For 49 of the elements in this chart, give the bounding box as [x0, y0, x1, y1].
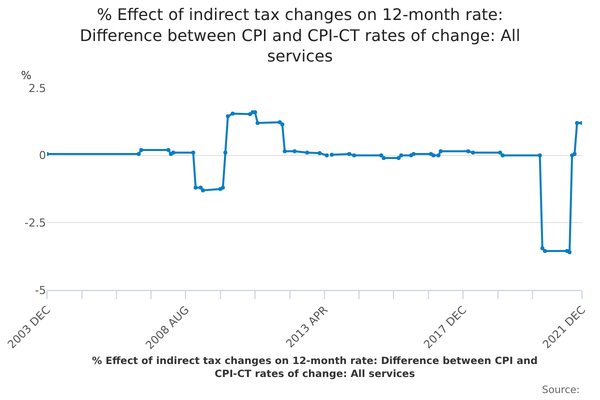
- point: [194, 186, 198, 190]
- point: [191, 150, 196, 155]
- y-tick-label: 0: [39, 149, 46, 162]
- point: [352, 153, 356, 158]
- text: % Effect of indirect tax changes on 12-month rate: Difference between CPI and CPI-CT rates of change: All services: [92, 356, 538, 380]
- y-tick-label: -5: [35, 284, 46, 297]
- point: [136, 152, 141, 156]
- point: [305, 150, 310, 155]
- point: [399, 153, 404, 158]
- point: [198, 186, 203, 190]
- point: [538, 153, 542, 158]
- point: [396, 156, 401, 160]
- point: [412, 152, 416, 156]
- point: [280, 122, 284, 126]
- point: [330, 152, 334, 157]
- point: [139, 148, 144, 152]
- chart-title: % Effect of indirect tax changes on 12-month rate: Difference between CPI and CPI-CT rates of change: All services: [80, 5, 520, 66]
- point: [572, 152, 577, 156]
- point: [438, 149, 443, 154]
- point: [540, 246, 544, 250]
- point: [498, 150, 502, 155]
- point: [223, 150, 228, 155]
- point: [382, 156, 386, 160]
- point: [253, 110, 258, 114]
- point: [542, 248, 547, 253]
- point: [166, 148, 170, 152]
- point: [568, 250, 572, 254]
- point: [230, 112, 235, 116]
- y-tick-label: 2.5: [28, 82, 46, 95]
- source-note: Source:: [542, 385, 580, 396]
- point: [292, 149, 297, 154]
- point: [282, 149, 287, 154]
- point: [431, 153, 436, 158]
- point: [575, 121, 580, 126]
- point: [466, 149, 470, 154]
- point: [171, 150, 176, 155]
- point: [500, 153, 505, 158]
- point: [226, 114, 230, 118]
- point: [470, 150, 475, 155]
- point: [318, 151, 322, 156]
- point: [324, 153, 329, 158]
- y-axis-title: %: [21, 69, 32, 82]
- point: [256, 121, 260, 126]
- point: [200, 188, 205, 192]
- point: [220, 186, 225, 190]
- y-tick-label: -2.5: [24, 216, 46, 230]
- point: [379, 153, 384, 158]
- point: [436, 153, 440, 158]
- point: [347, 152, 352, 156]
